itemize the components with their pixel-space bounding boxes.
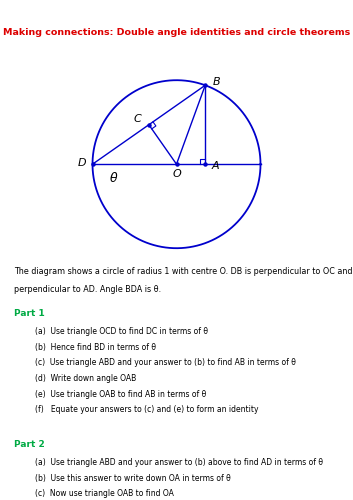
Text: C: C (133, 114, 141, 124)
Text: $\theta$: $\theta$ (109, 170, 118, 184)
Text: (f)   Equate your answers to (c) and (e) to form an identity: (f) Equate your answers to (c) and (e) t… (35, 405, 259, 414)
Text: D: D (77, 158, 86, 168)
Text: Part 1: Part 1 (14, 309, 45, 318)
Text: Making connections: Double angle identities and circle theorems: Making connections: Double angle identit… (3, 28, 350, 37)
Text: Part 2: Part 2 (14, 440, 45, 449)
Text: perpendicular to AD. Angle BDA is θ.: perpendicular to AD. Angle BDA is θ. (14, 285, 161, 294)
Text: (b)  Use this answer to write down OA in terms of θ: (b) Use this answer to write down OA in … (35, 474, 231, 482)
Text: B: B (213, 77, 220, 87)
Text: (a)  Use triangle ABD and your answer to (b) above to find AD in terms of θ: (a) Use triangle ABD and your answer to … (35, 458, 323, 467)
Text: The diagram shows a circle of radius 1 with centre O. DB is perpendicular to OC : The diagram shows a circle of radius 1 w… (14, 267, 353, 276)
Text: (c)  Use triangle ABD and your answer to (b) to find AB in terms of θ: (c) Use triangle ABD and your answer to … (35, 358, 296, 368)
Text: (a)  Use triangle OCD to find DC in terms of θ: (a) Use triangle OCD to find DC in terms… (35, 327, 208, 336)
Text: (c)  Now use triangle OAB to find OA: (c) Now use triangle OAB to find OA (35, 489, 174, 498)
Text: A: A (211, 161, 219, 171)
Text: O: O (172, 170, 181, 179)
Text: (d)  Write down angle OAB: (d) Write down angle OAB (35, 374, 137, 383)
Text: (b)  Hence find BD in terms of θ: (b) Hence find BD in terms of θ (35, 343, 156, 352)
Text: (e)  Use triangle OAB to find AB in terms of θ: (e) Use triangle OAB to find AB in terms… (35, 390, 207, 398)
